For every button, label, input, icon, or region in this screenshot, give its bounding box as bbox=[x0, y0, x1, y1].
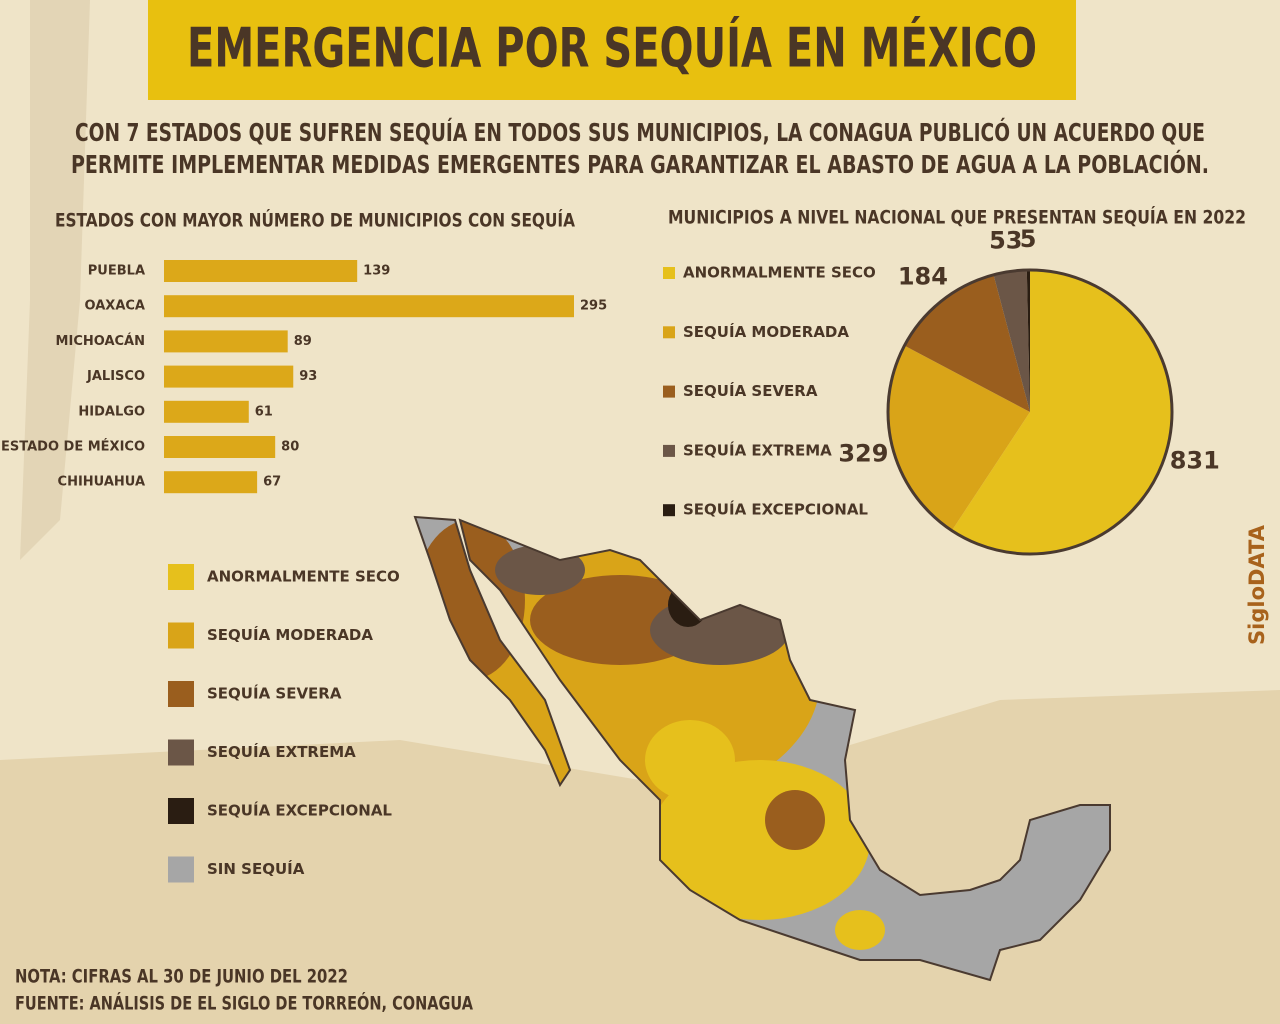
bar-label: ESTADO DE MÉXICO bbox=[1, 439, 145, 455]
pie-slice bbox=[951, 270, 1172, 554]
legend-swatch bbox=[663, 385, 675, 398]
map-legend-label: SIN SEQUÍA bbox=[207, 859, 305, 878]
map-area bbox=[645, 720, 735, 800]
pie-value-label: 53 bbox=[989, 227, 1022, 255]
bar-chart-title: ESTADOS CON MAYOR NÚMERO DE MUNICIPIOS C… bbox=[55, 208, 575, 232]
tree-trunk bbox=[20, 0, 90, 560]
bar-label: MICHOACÁN bbox=[56, 333, 145, 349]
pie-outline bbox=[886, 268, 1174, 556]
pie-value-label: 329 bbox=[838, 440, 888, 468]
value-label: 89 bbox=[294, 334, 312, 349]
map-legend-label: SEQUÍA EXTREMA bbox=[207, 742, 356, 761]
bar-label: JALISCO bbox=[86, 369, 145, 384]
legend-label: SEQUÍA MODERADA bbox=[683, 322, 849, 341]
map-area bbox=[835, 910, 885, 950]
title-box bbox=[148, 0, 1076, 100]
map-legend-label: SEQUÍA EXCEPCIONAL bbox=[207, 801, 392, 820]
map-area bbox=[765, 790, 825, 850]
bar bbox=[164, 330, 288, 353]
bar bbox=[164, 436, 276, 458]
map-legend-label: SEQUÍA SEVERA bbox=[207, 684, 342, 703]
legend-swatch bbox=[663, 504, 675, 517]
map-legend-swatch bbox=[168, 681, 194, 707]
subtitle: CON 7 ESTADOS QUE SUFREN SEQUÍA EN TODOS… bbox=[75, 117, 1205, 147]
pie-value-label: 831 bbox=[1170, 446, 1220, 474]
legend-label: SEQUÍA EXTREMA bbox=[683, 440, 832, 459]
value-label: 93 bbox=[299, 369, 317, 384]
bar-label: PUEBLA bbox=[88, 264, 145, 279]
value-label: 139 bbox=[363, 264, 390, 279]
bar bbox=[164, 295, 574, 318]
value-label: 61 bbox=[255, 404, 273, 419]
pie-value-label: 184 bbox=[898, 262, 948, 290]
source: FUENTE: ANÁLISIS DE EL SIGLO DE TORREÓN,… bbox=[15, 991, 473, 1015]
legend-label: SEQUÍA EXCEPCIONAL bbox=[683, 500, 868, 519]
value-label: 80 bbox=[281, 440, 299, 455]
bar bbox=[164, 471, 258, 494]
value-label: 67 bbox=[263, 475, 281, 490]
bar-label: CHIHUAHUA bbox=[58, 475, 145, 490]
map-legend-label: SEQUÍA MODERADA bbox=[207, 625, 373, 644]
map-outline bbox=[413, 515, 1111, 982]
legend-swatch bbox=[663, 444, 675, 457]
pie-slice bbox=[993, 270, 1030, 412]
bar bbox=[164, 260, 358, 282]
legend-swatch bbox=[663, 267, 675, 279]
map-legend-label: ANORMALMENTE SECO bbox=[207, 568, 400, 586]
bar-label: HIDALGO bbox=[78, 404, 145, 419]
pie-slice bbox=[1026, 270, 1030, 412]
pie-chart-title: MUNICIPIOS A NIVEL NACIONAL QUE PRESENTA… bbox=[668, 206, 1246, 229]
map-legend-swatch bbox=[168, 622, 194, 649]
map-legend-swatch bbox=[168, 739, 194, 766]
map-legend-swatch bbox=[168, 798, 194, 824]
brand: SigloDATA bbox=[1245, 524, 1269, 645]
pie-slice bbox=[904, 274, 1030, 412]
legend-label: SEQUÍA SEVERA bbox=[683, 381, 818, 400]
map-legend-swatch bbox=[168, 564, 194, 590]
legend-label: ANORMALMENTE SECO bbox=[683, 264, 876, 282]
pie-value-label: 5 bbox=[1020, 225, 1037, 253]
value-label: 295 bbox=[580, 299, 607, 314]
bar bbox=[164, 365, 294, 388]
bar bbox=[164, 400, 249, 423]
title: EMERGENCIA POR SEQUÍA EN MÉXICO bbox=[187, 17, 1037, 80]
pie-slice bbox=[888, 345, 1030, 531]
bar-label: OAXACA bbox=[85, 299, 145, 314]
map-legend-swatch bbox=[168, 856, 194, 883]
note: NOTA: CIFRAS AL 30 DE JUNIO DEL 2022 bbox=[15, 966, 348, 988]
legend-swatch bbox=[663, 326, 675, 339]
subtitle: PERMITE IMPLEMENTAR MEDIDAS EMERGENTES P… bbox=[71, 149, 1209, 179]
